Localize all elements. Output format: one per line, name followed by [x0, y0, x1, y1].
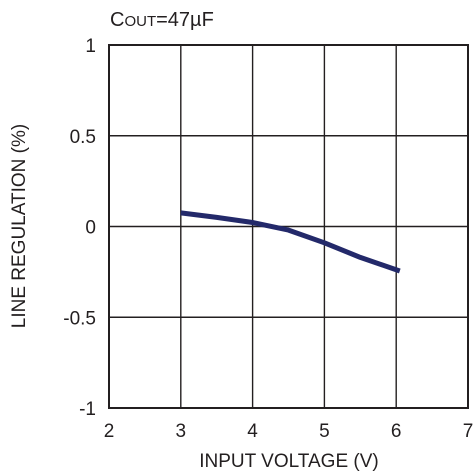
- x-tick-label: 5: [319, 421, 330, 442]
- annotation-suffix: =47µF: [156, 9, 214, 31]
- y-tick-label: 0: [85, 218, 96, 239]
- x-axis-ticks: 2 3 4 5 6 7: [104, 421, 474, 442]
- annotation-prefix: C: [110, 9, 124, 31]
- grid: [109, 45, 468, 408]
- y-tick-label: -0.5: [63, 308, 96, 329]
- y-tick-label: 1: [85, 36, 96, 57]
- plot-frame: [108, 44, 469, 409]
- y-axis-title: LINE REGULATION (%): [9, 124, 30, 328]
- x-tick-label: 4: [247, 421, 258, 442]
- annotation-subscript: OUT: [124, 13, 156, 30]
- x-axis-title: INPUT VOLTAGE (V): [199, 451, 378, 472]
- capacitance-annotation: COUT=47µF: [110, 9, 214, 31]
- x-tick-label: 7: [463, 421, 474, 442]
- x-tick-label: 2: [104, 421, 115, 442]
- y-axis-ticks: 1 0.5 0 -0.5 -1: [63, 36, 96, 420]
- x-tick-label: 3: [176, 421, 187, 442]
- y-tick-label: -1: [79, 399, 96, 420]
- series-layer: [180, 210, 401, 274]
- y-tick-label: 0.5: [70, 127, 96, 148]
- x-tick-label: 6: [391, 421, 402, 442]
- series-line: [180, 210, 401, 274]
